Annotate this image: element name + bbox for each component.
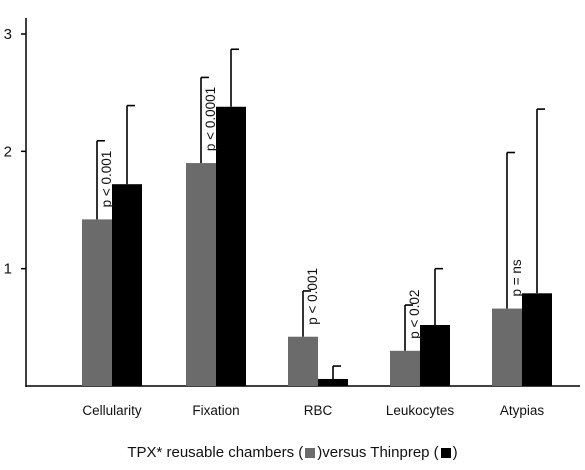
bar-2-fixation <box>216 106 246 386</box>
category-label-rbc: RBC <box>304 403 333 418</box>
legend-series-2-label: )versus Thinprep ( <box>317 444 439 461</box>
bars-group <box>82 106 552 386</box>
bar-1-rbc <box>288 336 318 386</box>
y-tick-label-3: 3 <box>4 26 12 43</box>
bar-1-fixation <box>186 163 216 386</box>
p-value-label-fixation: p < 0.0001 <box>203 87 218 151</box>
bar-2-rbc <box>318 378 348 386</box>
p-value-label-rbc: p < 0.001 <box>305 268 320 325</box>
bar-2-leukocytes <box>420 324 450 386</box>
legend: TPX* reusable chambers ( )versus Thinprep… <box>0 444 585 461</box>
p-value-label-leukocytes: p < 0.02 <box>407 290 422 339</box>
p-value-label-atypias: p = ns <box>509 259 524 296</box>
bar-2-cellularity <box>112 184 142 386</box>
category-label-leukocytes: Leukocytes <box>386 403 455 418</box>
y-axis-ticks: 1 2 3 <box>4 26 26 278</box>
legend-series-2-swatch <box>440 448 451 458</box>
bar-1-cellularity <box>82 219 112 386</box>
category-labels: Cellularity Fixation RBC Leukocytes Atypias <box>82 403 544 418</box>
category-label-atypias: Atypias <box>500 403 545 418</box>
category-label-cellularity: Cellularity <box>82 403 142 418</box>
bar-1-atypias <box>492 308 522 386</box>
legend-close: ) <box>452 444 458 461</box>
y-tick-label-2: 2 <box>4 143 12 160</box>
category-label-fixation: Fixation <box>192 403 239 418</box>
p-value-labels: p < 0.001 p < 0.0001 p < 0.001 p < 0.02 p = … <box>99 87 524 339</box>
legend-series-1-label: TPX* reusable chambers ( <box>127 444 304 461</box>
y-tick-label-1: 1 <box>4 261 12 278</box>
p-value-label-cellularity: p < 0.001 <box>99 151 114 208</box>
bar-1-leukocytes <box>390 350 420 386</box>
bar-2-atypias <box>522 293 552 386</box>
error-bars-group <box>96 48 545 379</box>
legend-series-1-swatch <box>305 448 316 458</box>
